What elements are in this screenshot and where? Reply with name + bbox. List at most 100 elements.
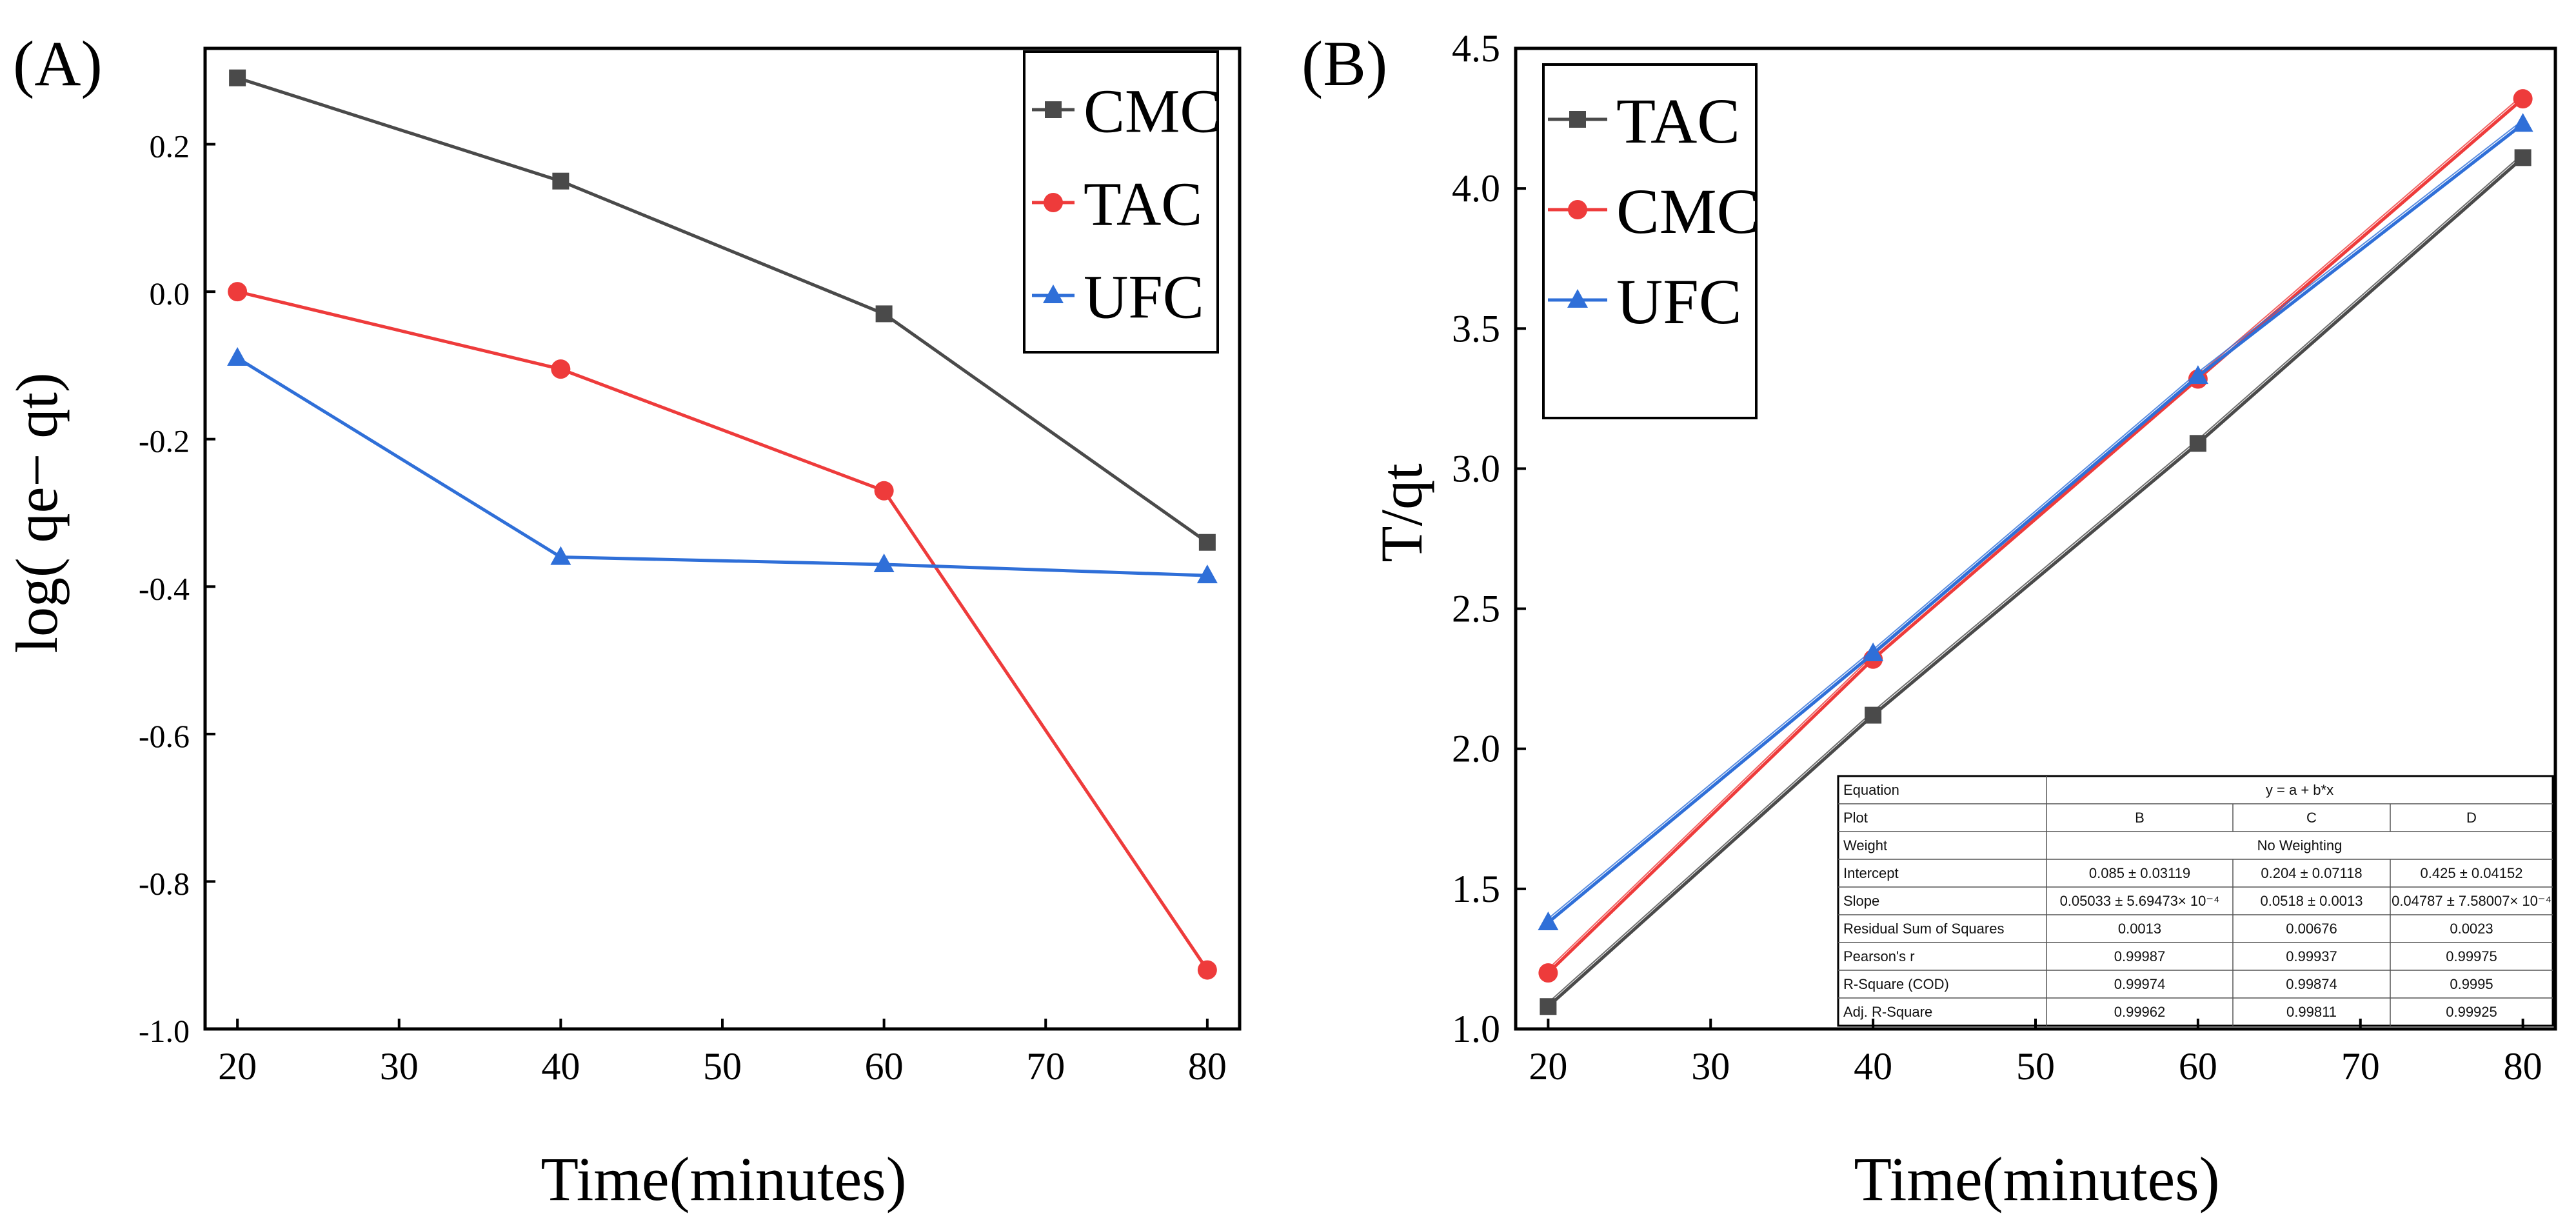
fit-table-cell: 0.05033 ± 5.69473× 10⁻⁴ xyxy=(2060,893,2220,909)
y-tick-label: 3.5 xyxy=(1452,307,1500,350)
panel-b-y-axis-label: T/qt xyxy=(1369,463,1434,563)
fit-line-ufc xyxy=(1547,119,2524,919)
fit-table-frame xyxy=(1837,775,2554,1027)
fit-table-cell: 0.99937 xyxy=(2286,948,2337,964)
panel-a-legend: CMC TAC UFC xyxy=(1023,50,1221,354)
fit-table-cell: D xyxy=(2466,810,2477,826)
fit-table-row-label: Equation xyxy=(1843,782,1899,798)
panel-a-y-axis-label: log( qe− qt) xyxy=(4,372,70,653)
x-tick-label: 70 xyxy=(1026,1045,1065,1088)
panel-b-x-axis-label: Time(minutes) xyxy=(1854,1144,2219,1213)
legend-label: CMC xyxy=(1084,77,1221,146)
data-point-cmc xyxy=(1538,963,1558,983)
x-tick-label: 40 xyxy=(541,1045,580,1088)
x-tick-label: 80 xyxy=(1188,1045,1227,1088)
fit-table-cell: 0.0013 xyxy=(2118,921,2161,937)
fit-results-table: Equation y = a + b*x Plot B C D Weight No Weigh… xyxy=(1837,775,2554,1027)
x-tick-label: 80 xyxy=(2504,1045,2542,1088)
series-line-ufc xyxy=(236,356,1207,577)
fit-table-row: Plot B C D xyxy=(1838,803,2553,826)
series-line-tac xyxy=(1547,156,2524,1008)
series-line-cmc xyxy=(237,76,1209,544)
fit-table-cell: 0.0023 xyxy=(2450,921,2493,937)
fit-table-cell: 0.99962 xyxy=(2114,1004,2166,1020)
legend-marker-ufc xyxy=(1043,284,1064,303)
fit-table-cell: y = a + b*x xyxy=(2266,782,2333,798)
y-tick-label: -0.2 xyxy=(139,423,190,459)
panel-b-label: (B) xyxy=(1302,28,1387,99)
fit-table-cell: 0.9995 xyxy=(2450,976,2493,992)
y-tick-label: -1.0 xyxy=(139,1013,190,1049)
fit-table-row-label: Intercept xyxy=(1843,865,1899,881)
fit-table-cell: 0.085 ± 0.03119 xyxy=(2089,865,2190,881)
y-tick-label: 2.0 xyxy=(1452,728,1500,770)
series-line-tac xyxy=(237,290,1209,971)
x-tick-label: 60 xyxy=(865,1045,904,1088)
fit-table-row-label: R-Square (COD) xyxy=(1843,976,1949,992)
legend-label: UFC xyxy=(1616,266,1742,337)
legend-item-ufc: UFC xyxy=(1548,266,1742,337)
legend-marker-cmc xyxy=(1568,200,1587,219)
data-point-ufc xyxy=(2512,113,2533,132)
fit-table-row-label: Slope xyxy=(1843,893,1879,909)
fit-table-cell: C xyxy=(2306,810,2317,826)
data-point-tac xyxy=(1197,960,1217,980)
panel-a-chart: (A) log( qe− qt) Time(minutes) 20 30 40 50 6… xyxy=(4,28,1242,1213)
legend-item-cmc: CMC xyxy=(1548,175,1759,247)
legend-item-cmc: CMC xyxy=(1032,77,1221,146)
legend-marker-tac xyxy=(1044,193,1063,212)
data-point-tac xyxy=(2514,149,2531,166)
fit-table-cell: 0.04787 ± 7.58007× 10⁻⁴ xyxy=(2392,893,2551,909)
data-point-tac xyxy=(874,481,894,501)
panel-a-label: (A) xyxy=(13,28,103,99)
series-line-ufc xyxy=(1547,123,2524,924)
legend-label: CMC xyxy=(1616,175,1759,247)
data-point-ufc xyxy=(2187,365,2208,384)
series-tac xyxy=(228,282,1217,980)
fit-table-row: Adj. R-Square 0.99962 0.99811 0.99925 xyxy=(1838,997,2553,1020)
data-point-tac xyxy=(551,359,571,379)
x-tick-label: 30 xyxy=(380,1045,419,1088)
x-tick-label: 20 xyxy=(1529,1045,1567,1088)
y-tick-label: -0.8 xyxy=(139,865,190,901)
legend-marker-cmc xyxy=(1045,101,1062,118)
fit-table-cell: 0.204 ± 0.07118 xyxy=(2261,865,2362,881)
y-tick-label: -0.6 xyxy=(139,718,190,754)
fit-table-cell: 0.99975 xyxy=(2446,948,2497,964)
fit-table-row: Equation y = a + b*x xyxy=(1843,782,2333,798)
fit-table-row-label: Weight xyxy=(1843,837,1887,853)
data-point-ufc xyxy=(1863,643,1884,662)
fit-table-row-label: Pearson's r xyxy=(1843,948,1915,964)
data-point-ufc xyxy=(1196,564,1218,584)
data-point-tac xyxy=(1865,706,1882,724)
fit-line-tac xyxy=(1547,153,2524,1004)
fit-table-row: Residual Sum of Squares 0.0013 0.00676 0.00… xyxy=(1838,914,2553,937)
series-cmc xyxy=(229,69,1216,551)
data-point-ufc xyxy=(550,546,571,565)
x-tick-label: 50 xyxy=(703,1045,742,1088)
y-tick-label: 3.0 xyxy=(1452,447,1500,490)
series-line-cmc xyxy=(1547,97,2524,974)
fit-table-row: Slope 0.05033 ± 5.69473× 10⁻⁴ 0.0518 ± 0.0… xyxy=(1838,886,2553,909)
fit-table-row: Pearson's r 0.99987 0.99937 0.99975 xyxy=(1838,942,2553,964)
legend-marker-tac xyxy=(1569,111,1586,128)
panel-b-legend: TAC CMC UFC xyxy=(1542,63,1759,419)
fit-table-row: Intercept 0.085 ± 0.03119 0.204 ± 0.07118 0… xyxy=(1838,859,2553,881)
legend-label: UFC xyxy=(1084,263,1204,332)
fit-table-row: Weight No Weighting xyxy=(1838,831,2553,853)
y-tick-label: 0.0 xyxy=(150,275,190,312)
x-tick-label: 70 xyxy=(2341,1045,2380,1088)
y-tick-label: 4.5 xyxy=(1452,27,1500,70)
series-ufc xyxy=(1538,113,2533,930)
x-tick-label: 20 xyxy=(218,1045,257,1088)
x-tick-label: 50 xyxy=(2016,1045,2055,1088)
data-point-ufc xyxy=(873,554,895,572)
x-tick-label: 60 xyxy=(2179,1045,2217,1088)
data-point-cmc xyxy=(2513,89,2533,109)
y-tick-label: 0.2 xyxy=(150,128,190,165)
fit-table-row-label: Residual Sum of Squares xyxy=(1843,921,2004,937)
series-ufc xyxy=(227,347,1218,584)
data-point-tac xyxy=(2189,435,2206,452)
y-tick-label: 1.0 xyxy=(1452,1008,1500,1050)
